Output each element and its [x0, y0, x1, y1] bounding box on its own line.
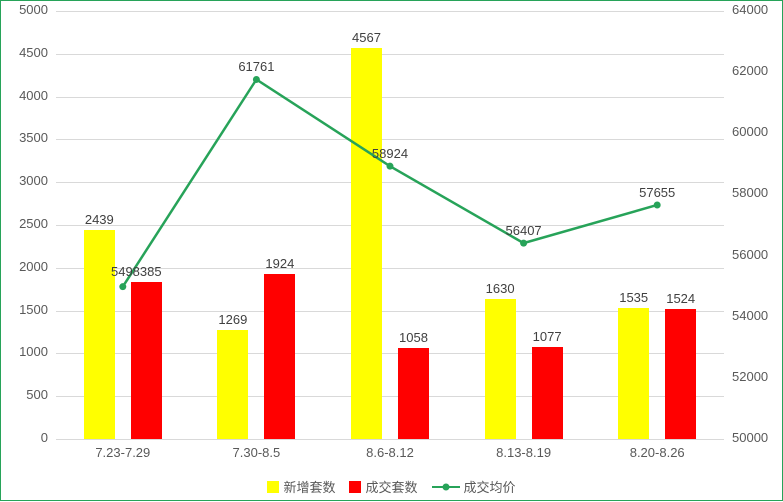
bar-label-new-units: 2439: [85, 212, 114, 227]
bar-label-new-units: 1269: [218, 312, 247, 327]
bar-new-units: [84, 230, 115, 439]
legend-label-deal-units: 成交套数: [365, 477, 417, 496]
bar-deal-units: [398, 348, 429, 439]
bar-new-units: [217, 330, 248, 439]
line-label-avg-price: 61761: [238, 59, 274, 74]
gridline: [56, 225, 724, 226]
y-tick-right: 54000: [732, 308, 768, 323]
y-tick-right: 62000: [732, 63, 768, 78]
bar-label-deal-units: 1058: [399, 330, 428, 345]
bar-deal-units: [665, 309, 696, 439]
y-tick-right: 56000: [732, 247, 768, 262]
legend-line-avg-price: [432, 481, 460, 493]
bar-new-units: [618, 308, 649, 439]
bar-deal-units: [264, 274, 295, 439]
bar-label-new-units: 1630: [486, 281, 515, 296]
line-label-avg-price: 57655: [639, 185, 675, 200]
bar-new-units: [351, 48, 382, 439]
bar-deal-units: [532, 347, 563, 439]
x-tick: 7.23-7.29: [95, 445, 150, 460]
y-tick-left: 1000: [1, 344, 48, 359]
y-tick-right: 60000: [732, 124, 768, 139]
y-tick-left: 500: [1, 387, 48, 402]
legend-swatch-new-units: [267, 481, 279, 493]
bar-label-deal-units: 1077: [533, 329, 562, 344]
gridline: [56, 439, 724, 440]
gridline: [56, 11, 724, 12]
x-tick: 7.30-8.5: [233, 445, 281, 460]
bar-label-deal-units: 1524: [666, 291, 695, 306]
chart-container: 0 500 1000 1500 2000 2500 3000 3500 4000 4500 5000…: [0, 0, 783, 501]
legend: 新增套数 成交套数 成交均价: [1, 477, 782, 496]
y-tick-left: 2000: [1, 259, 48, 274]
bar-deal-units: [131, 282, 162, 439]
line-label-avg-price: 56407: [506, 223, 542, 238]
y-tick-right: 64000: [732, 2, 768, 17]
bar-new-units: [485, 299, 516, 439]
line-label-avg-price: 58924: [372, 146, 408, 161]
x-tick: 8.13-8.19: [496, 445, 551, 460]
gridline: [56, 54, 724, 55]
y-tick-right: 50000: [732, 430, 768, 445]
y-tick-left: 3500: [1, 130, 48, 145]
gridline: [56, 139, 724, 140]
y-tick-left: 5000: [1, 2, 48, 17]
legend-swatch-deal-units: [349, 481, 361, 493]
x-tick: 8.20-8.26: [630, 445, 685, 460]
bar-label-new-units: 1535: [619, 290, 648, 305]
y-tick-left: 4000: [1, 88, 48, 103]
legend-label-new-units: 新增套数: [283, 477, 335, 496]
legend-item-avg-price: 成交均价: [432, 477, 516, 496]
gridline: [56, 97, 724, 98]
y-tick-right: 58000: [732, 185, 768, 200]
bar-label-deal-units: 1924: [265, 256, 294, 271]
legend-item-deal-units: 成交套数: [349, 477, 417, 496]
gridline: [56, 182, 724, 183]
legend-item-new-units: 新增套数: [267, 477, 335, 496]
y-tick-left: 0: [1, 430, 48, 445]
y-tick-left: 3000: [1, 173, 48, 188]
y-tick-right: 52000: [732, 369, 768, 384]
legend-label-avg-price: 成交均价: [464, 477, 516, 496]
x-tick: 8.6-8.12: [366, 445, 414, 460]
bar-label-deal-units: 5498385: [111, 264, 162, 279]
y-tick-left: 4500: [1, 45, 48, 60]
y-tick-left: 2500: [1, 216, 48, 231]
y-tick-left: 1500: [1, 302, 48, 317]
bar-label-new-units: 4567: [352, 30, 381, 45]
plot-area: [56, 11, 724, 439]
